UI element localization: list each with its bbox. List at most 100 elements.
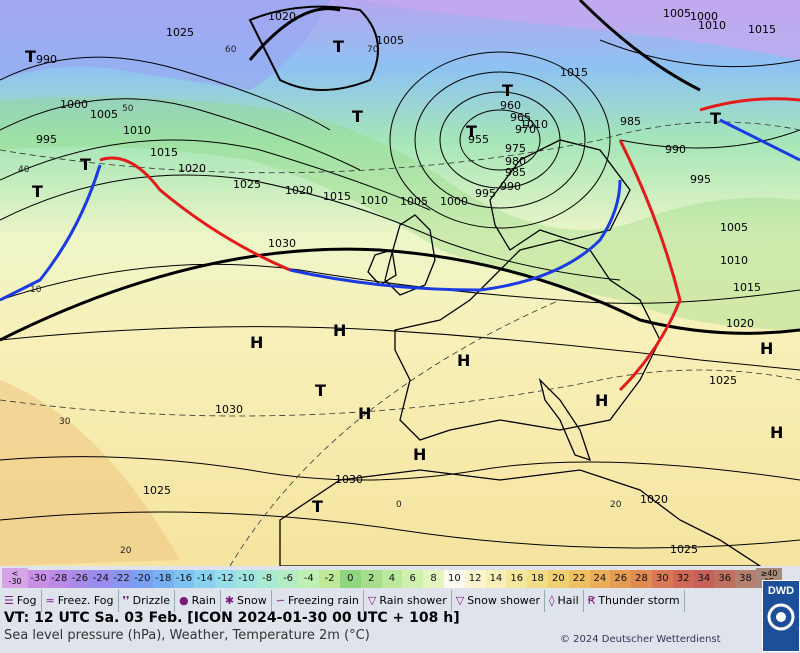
scale-cell: 28 [631,570,652,588]
pressure-label: 985 [505,166,526,179]
pressure-label: 975 [505,142,526,155]
legend-symbol-thunder-storm: Ꞧ Thunder storm [584,590,685,612]
green-band [0,96,800,331]
cold-front-ne [719,118,800,162]
legend-symbol-freez-fog: ≈ Freez. Fog [42,590,119,612]
weather-symbol-icon: ≈ [45,594,55,607]
pressure-label: 1005 [90,108,118,121]
weather-symbol-icon: ◊ [549,594,555,607]
low-pressure-center: T [502,81,513,100]
legend-symbol-rain: ● Rain [175,590,221,612]
coastline-europe [394,239,661,441]
temperature-label: 20 [120,546,132,556]
pressure-label: 1030 [215,403,243,416]
high-pressure-center: H [333,321,346,340]
low-pressure-center: T [315,381,326,400]
pressure-label: 1005 [720,221,748,234]
scale-cell: 6 [402,570,424,588]
high-pressure-center: H [250,333,263,352]
temperature-label: 10 [30,285,42,295]
pressure-label: 995 [690,173,711,186]
scale-cell: -24 [90,570,112,588]
scale-cell: 14 [485,570,507,588]
legend-symbol-fog: ☰ Fog [0,590,42,612]
weather-symbol-icon: ✱ [224,594,235,607]
temperature-label: 20 [610,500,622,510]
pressure-label: 1010 [360,194,388,207]
scale-cell: 34 [693,570,715,588]
dwd-swirl-icon [767,603,795,631]
pressure-label: 1020 [726,317,754,330]
pressure-label: 1020 [285,184,313,197]
scale-cell: 38 [735,570,756,588]
pressure-label: 990 [36,53,57,66]
high-pressure-center: H [595,391,608,410]
scale-cell: -10 [235,570,257,588]
legend-symbol-label: Thunder storm [598,594,680,607]
scale-cell: -20 [131,570,153,588]
weather-symbol-legend: ☰ Fog ≈ Freez. Fog ❜❜ Drizzle ● Rain ✱ Snow ∽ Freez… [0,590,760,612]
scale-cell: 16 [506,570,528,588]
pressure-label: 1025 [143,484,171,497]
temperature-labels: 60 70 50 40 30 20 10 0 20 [18,45,622,556]
weather-map: 1020102510051015101099010001005101099510… [0,0,800,566]
map-description: Sea level pressure (hPa), Weather, Tempe… [4,628,370,643]
pressure-label: 1015 [748,23,776,36]
scale-cell: -4 [298,570,320,588]
weather-symbol-icon: ● [179,594,189,607]
high-pressure-center: H [760,339,773,358]
pressure-label: 965 [510,111,531,124]
warm-front [99,156,291,272]
scale-cell: 22 [568,570,590,588]
cold-front-west [0,164,102,302]
pressure-label: 1000 [60,98,88,111]
scale-cell: 36 [714,570,736,588]
temperature-label: 60 [225,45,237,55]
pressure-label: 995 [36,133,57,146]
scale-cell: 18 [527,570,548,588]
low-pressure-center: T [333,37,344,56]
pressure-label: 1025 [166,26,194,39]
copyright: © 2024 Deutscher Wetterdienst [560,634,721,645]
scale-cell: -6 [277,570,299,588]
low-pressure-center: T [352,107,363,126]
pressure-label: 1005 [400,195,428,208]
pressure-label: 1020 [268,10,296,23]
scale-cell: -12 [215,570,236,588]
legend-symbol-rain-shower: ▽ Rain shower [364,590,452,612]
scale-cell: 0 [339,570,361,588]
isotherms [0,121,800,566]
legend-symbol-label: Rain shower [379,594,447,607]
temperature-label: 50 [122,104,134,114]
bold-isobars [0,0,800,342]
scale-low-end: < -30 [2,568,28,588]
legend-symbol-label: Drizzle [132,594,171,607]
scale-cell: 24 [589,570,611,588]
high-pressure-center: H [358,404,371,423]
pressure-label: 960 [500,99,521,112]
pressure-label: 1030 [335,473,363,486]
scale-cell: -16 [173,570,195,588]
scale-cell: -14 [194,570,216,588]
cold-front [289,179,622,292]
coastline-scandinavia [489,139,631,251]
valid-time: VT: 12 UTC Sa. 03 Feb. [ICON 2024-01-30 … [4,610,460,626]
occluded-front-east [618,139,682,392]
scale-cell: -18 [152,570,174,588]
scale-cell: 32 [672,570,694,588]
dwd-logo-text: DWD [767,585,795,597]
temperature-scale: < -30 -30 -28 -26 -24 -22 -20 -18 -16 -14 -12 -10-… [2,568,782,590]
coastline-italy [538,377,592,462]
weather-symbol-icon: ☰ [4,594,14,607]
pressure-label: 1025 [709,374,737,387]
pressure-label: 1025 [670,543,698,556]
pressure-label: 1010 [123,124,151,137]
pressure-label: 1010 [698,19,726,32]
coastline-uk [384,214,436,296]
pressure-label: 1025 [233,178,261,191]
pressure-label: 990 [665,143,686,156]
low-pressure-center: T [25,47,36,66]
low-pressure-center: T [312,497,323,516]
high-pressure-center: H [770,423,783,442]
coastline-greenland [248,5,379,91]
